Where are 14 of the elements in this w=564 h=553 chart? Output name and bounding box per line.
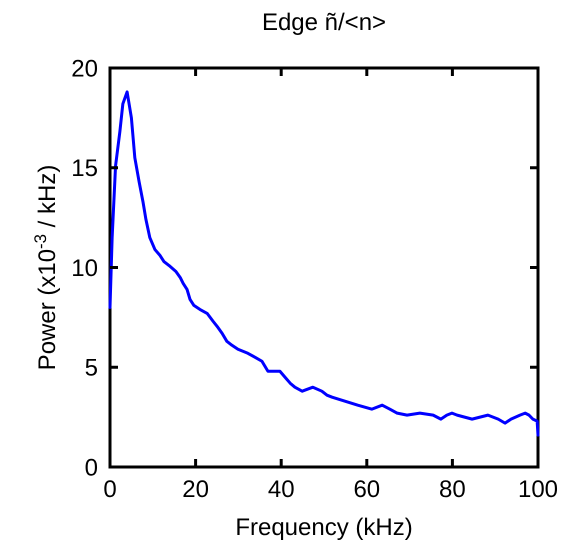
x-tick-label: 40 [268, 476, 295, 503]
line-series [108, 90, 540, 437]
x-tick-label: 100 [518, 476, 558, 503]
x-axis-title: Frequency (kHz) [235, 514, 413, 541]
y-tick-label: 20 [71, 55, 98, 82]
x-tick-label: 20 [182, 476, 209, 503]
x-tick-label: 0 [103, 476, 117, 503]
chart-title: Edge ñ/<n> [262, 9, 386, 36]
y-tick-label: 5 [84, 354, 98, 382]
y-tick-label: 15 [71, 155, 98, 182]
x-tick-label: 60 [353, 476, 380, 503]
x-tick-label: 80 [439, 476, 466, 503]
y-tick-label: 10 [71, 254, 98, 282]
y-tick-label: 0 [84, 454, 98, 482]
